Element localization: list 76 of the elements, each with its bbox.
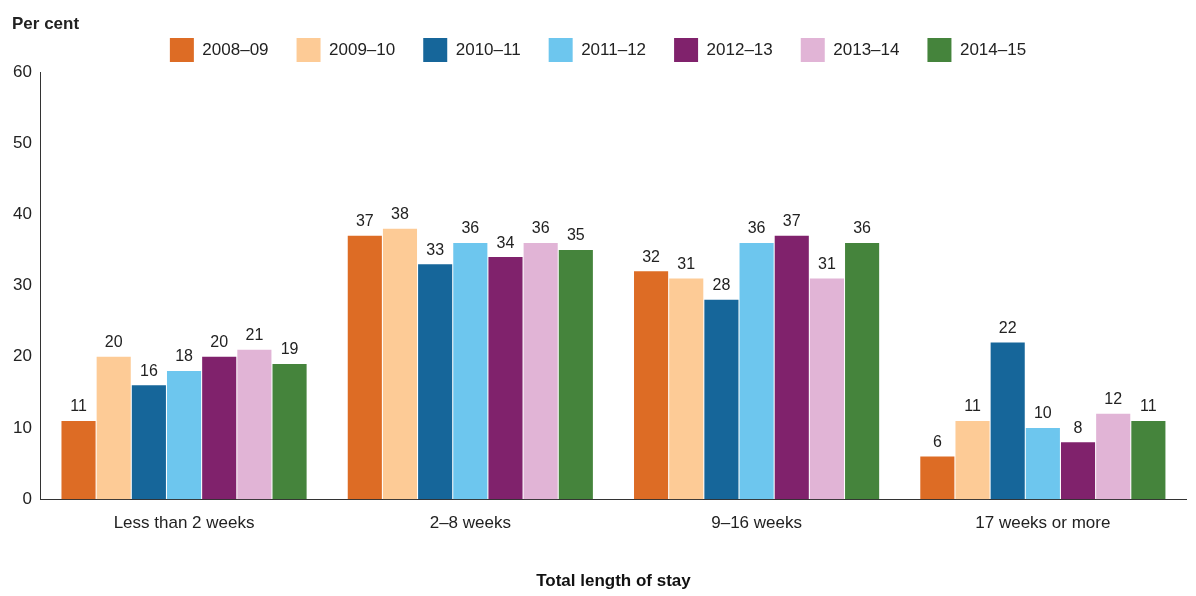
data-label: 20 bbox=[210, 333, 229, 351]
data-label: 11 bbox=[70, 397, 87, 415]
bar bbox=[558, 250, 593, 500]
data-label: 28 bbox=[712, 276, 731, 294]
bar bbox=[523, 242, 558, 500]
legend-label: 2009–10 bbox=[329, 39, 396, 59]
data-label: 19 bbox=[280, 340, 299, 358]
bar bbox=[61, 420, 96, 500]
data-label: 33 bbox=[426, 240, 445, 258]
bar bbox=[955, 420, 990, 500]
bar bbox=[96, 356, 131, 500]
legend-label: 2008–09 bbox=[202, 39, 269, 59]
bar bbox=[166, 371, 202, 500]
x-axis-title: Total length of stay bbox=[536, 571, 692, 591]
data-label: 21 bbox=[245, 326, 264, 344]
data-label: 18 bbox=[175, 347, 194, 365]
data-label: 37 bbox=[355, 212, 374, 230]
bar bbox=[272, 363, 307, 500]
bar bbox=[1131, 420, 1166, 500]
y-tick-label: 10 bbox=[12, 417, 32, 437]
data-label: 6 bbox=[932, 432, 942, 450]
bar bbox=[347, 235, 382, 500]
data-label: 36 bbox=[461, 219, 480, 237]
x-tick-label: 9–16 weeks bbox=[711, 513, 802, 533]
legend-label: 2014–15 bbox=[959, 39, 1027, 59]
data-label: 36 bbox=[853, 219, 872, 237]
data-label: 11 bbox=[964, 397, 981, 415]
x-tick-label: Less than 2 weeks bbox=[113, 513, 255, 533]
data-label: 16 bbox=[139, 361, 158, 379]
data-label: 8 bbox=[1073, 418, 1083, 436]
bar bbox=[488, 257, 523, 500]
y-tick-label: 0 bbox=[22, 488, 32, 508]
bar bbox=[1096, 413, 1131, 500]
bar bbox=[237, 349, 272, 500]
data-label: 11 bbox=[1140, 397, 1157, 415]
bar bbox=[382, 228, 418, 500]
bar bbox=[704, 299, 739, 500]
bar bbox=[453, 242, 488, 500]
y-tick-label: 60 bbox=[12, 61, 32, 81]
legend-label: 2011–12 bbox=[581, 39, 647, 59]
bar bbox=[809, 278, 844, 500]
y-tick-label: 30 bbox=[12, 275, 32, 295]
bar bbox=[1060, 442, 1096, 500]
y-tick-label: 20 bbox=[12, 346, 32, 366]
bar bbox=[131, 385, 166, 500]
y-tick-label: 40 bbox=[12, 204, 32, 224]
data-label: 20 bbox=[104, 333, 123, 351]
data-label: 12 bbox=[1104, 390, 1123, 408]
bar bbox=[202, 356, 237, 500]
data-label: 37 bbox=[782, 212, 801, 230]
x-tick-label: 17 weeks or more bbox=[975, 513, 1111, 533]
y-tick-label: 50 bbox=[12, 132, 32, 152]
legend-label: 2012–13 bbox=[706, 39, 773, 59]
legend-label: 2013–14 bbox=[833, 39, 900, 59]
data-label: 32 bbox=[642, 247, 661, 265]
data-label: 38 bbox=[391, 205, 409, 223]
bar bbox=[1025, 428, 1060, 500]
data-label: 36 bbox=[747, 219, 766, 237]
data-label: 36 bbox=[531, 219, 550, 237]
data-label: 35 bbox=[566, 226, 585, 244]
y-axis-title: Per cent bbox=[12, 14, 80, 34]
data-label: 34 bbox=[496, 233, 515, 251]
bar bbox=[990, 342, 1025, 500]
legend-label: 2010–11 bbox=[455, 39, 521, 59]
bar bbox=[634, 271, 669, 500]
data-label: 22 bbox=[998, 318, 1017, 336]
bar bbox=[739, 242, 774, 500]
data-label: 31 bbox=[818, 254, 836, 272]
data-label: 10 bbox=[1033, 404, 1052, 422]
bar bbox=[774, 235, 809, 500]
x-tick-label: 2–8 weeks bbox=[429, 513, 511, 533]
bar bbox=[845, 242, 880, 500]
bar bbox=[920, 456, 955, 500]
bar bbox=[669, 278, 704, 500]
data-label: 31 bbox=[677, 254, 696, 272]
bar bbox=[418, 264, 453, 500]
